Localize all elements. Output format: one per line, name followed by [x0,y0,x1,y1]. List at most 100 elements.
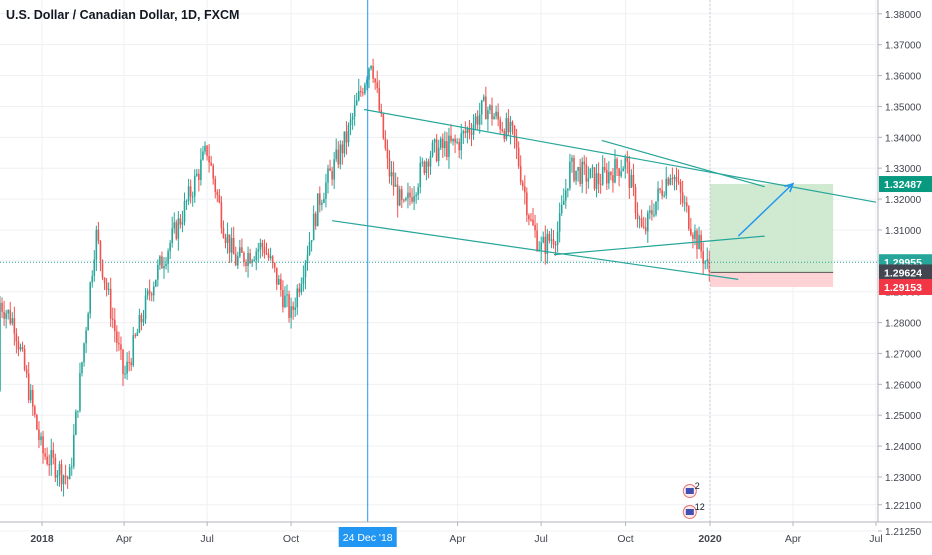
candle [93,250,96,282]
event-flag[interactable]: 12 [682,502,705,519]
candle [116,325,118,352]
candle [29,384,32,404]
candle-body [372,65,374,79]
candle-body [433,139,436,143]
candle-body [185,200,188,202]
candle-body [62,475,65,485]
candle-body [105,282,108,290]
candle [163,257,165,279]
candle-body [19,347,22,350]
candle [13,306,16,346]
candle-body [120,344,122,350]
candle [626,150,629,174]
candle [509,115,512,145]
candle-body [624,157,627,169]
candle-body [11,318,14,324]
candle-body [620,171,622,177]
candle [526,187,528,222]
candle [339,140,342,170]
candle [521,179,524,191]
candle [448,127,450,169]
candle-body [530,219,532,221]
candle-body [597,173,600,184]
candle [73,423,75,470]
candle-body [450,135,452,142]
candle-body [364,84,366,94]
candle [15,328,18,354]
candle [171,216,173,248]
candle [562,188,565,205]
candle [122,348,124,386]
candle [224,233,227,249]
candle [409,186,411,206]
candle [95,225,98,271]
trendlines[interactable]: 2 12 [0,0,878,522]
candle-body [528,215,530,220]
candle-body [345,131,348,143]
loss-zone[interactable] [710,272,834,287]
candle-body [474,116,477,125]
candle [673,174,676,191]
candle [46,447,48,466]
crosshair-date-label: 24 Dec '18 [343,532,393,544]
candle [23,344,26,372]
candle [212,163,214,185]
candle-body [99,240,102,261]
candle [312,205,315,241]
candle [347,122,350,147]
candle [667,176,670,187]
candle [450,124,452,144]
candle [353,94,356,126]
candle [665,166,668,199]
price-tick-label: 1.21250 [885,527,922,538]
candle-body [485,96,487,120]
event-flag[interactable]: 2 [682,481,700,498]
candle [124,365,126,379]
price-tick-label: 1.32000 [885,195,922,206]
candle-body [601,167,604,185]
candle-body [319,193,321,205]
candle [669,174,672,186]
symbol-title[interactable]: U.S. Dollar / Canadian Dollar, 1D, FXCM [6,8,240,22]
time-tick-label: Oct [617,533,633,545]
candle-body [644,227,647,232]
candle-body [253,260,255,262]
candle [485,86,487,120]
candle-body [501,129,504,132]
candle-body [454,138,456,143]
candle-body [247,253,249,266]
candle-body [230,237,233,253]
candle-body [177,218,180,239]
candle-body [671,178,674,180]
candle-body [690,228,692,235]
grid [0,0,878,532]
candle [304,259,307,290]
candle-body [589,168,592,179]
candle-body [587,178,590,182]
candle [120,336,122,361]
candle [273,262,276,273]
candle-body [126,361,128,374]
candle [437,139,440,167]
candle [552,230,555,249]
candle [85,326,87,354]
price-tick-label: 1.33000 [885,164,922,175]
candle [306,245,309,271]
candle-body [56,474,59,478]
trendline[interactable] [601,139,765,188]
trendline[interactable] [332,220,739,280]
projection-arrow[interactable] [737,183,794,237]
candle-body [325,182,327,199]
candle [632,163,635,197]
trendline[interactable] [363,108,877,203]
candle [487,106,489,131]
candle-body [308,242,311,255]
candle [542,231,545,244]
candle-body [0,302,1,391]
trendline[interactable] [553,235,765,256]
candle [597,162,600,194]
profit-zone[interactable] [710,184,834,273]
